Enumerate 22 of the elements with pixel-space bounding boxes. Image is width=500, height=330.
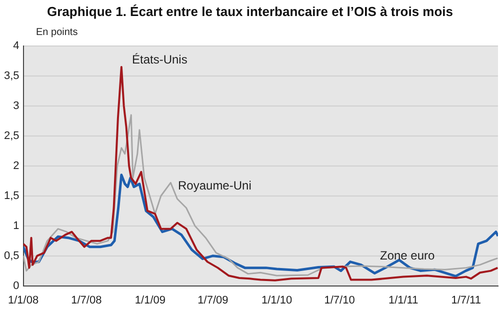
y-tick-label: 1,5: [4, 190, 20, 202]
series-label: Zone euro: [380, 248, 436, 262]
y-axis-title: En points: [36, 27, 78, 38]
x-tick-label: 1/1/08: [8, 294, 39, 306]
x-tick-label: 1/7/09: [198, 294, 228, 306]
series-label: États-Unis: [132, 52, 188, 66]
y-tick-label: 2: [13, 160, 20, 172]
y-tick-label: 0: [13, 280, 20, 292]
y-tick-label: 0,5: [4, 250, 20, 262]
y-tick-label: 3: [13, 100, 20, 112]
y-tick-label: 2,5: [4, 130, 20, 142]
y-tick-label: 3,5: [4, 70, 20, 82]
series-label: Royaume-Uni: [178, 178, 252, 192]
x-tick-label: 1/7/11: [451, 294, 481, 306]
x-tick-label: 1/7/08: [71, 294, 102, 306]
x-tick-label: 1/1/11: [388, 294, 418, 306]
y-tick-label: 4: [13, 40, 20, 52]
x-tick-label: 1/1/10: [261, 294, 292, 306]
y-tick-label: 1: [13, 220, 20, 232]
chart-title: Graphique 1. Écart entre le taux interbancaire et l’OIS à trois mois: [46, 4, 454, 19]
x-tick-label: 1/1/09: [134, 294, 166, 306]
x-tick-label: 1/7/10: [324, 294, 355, 306]
